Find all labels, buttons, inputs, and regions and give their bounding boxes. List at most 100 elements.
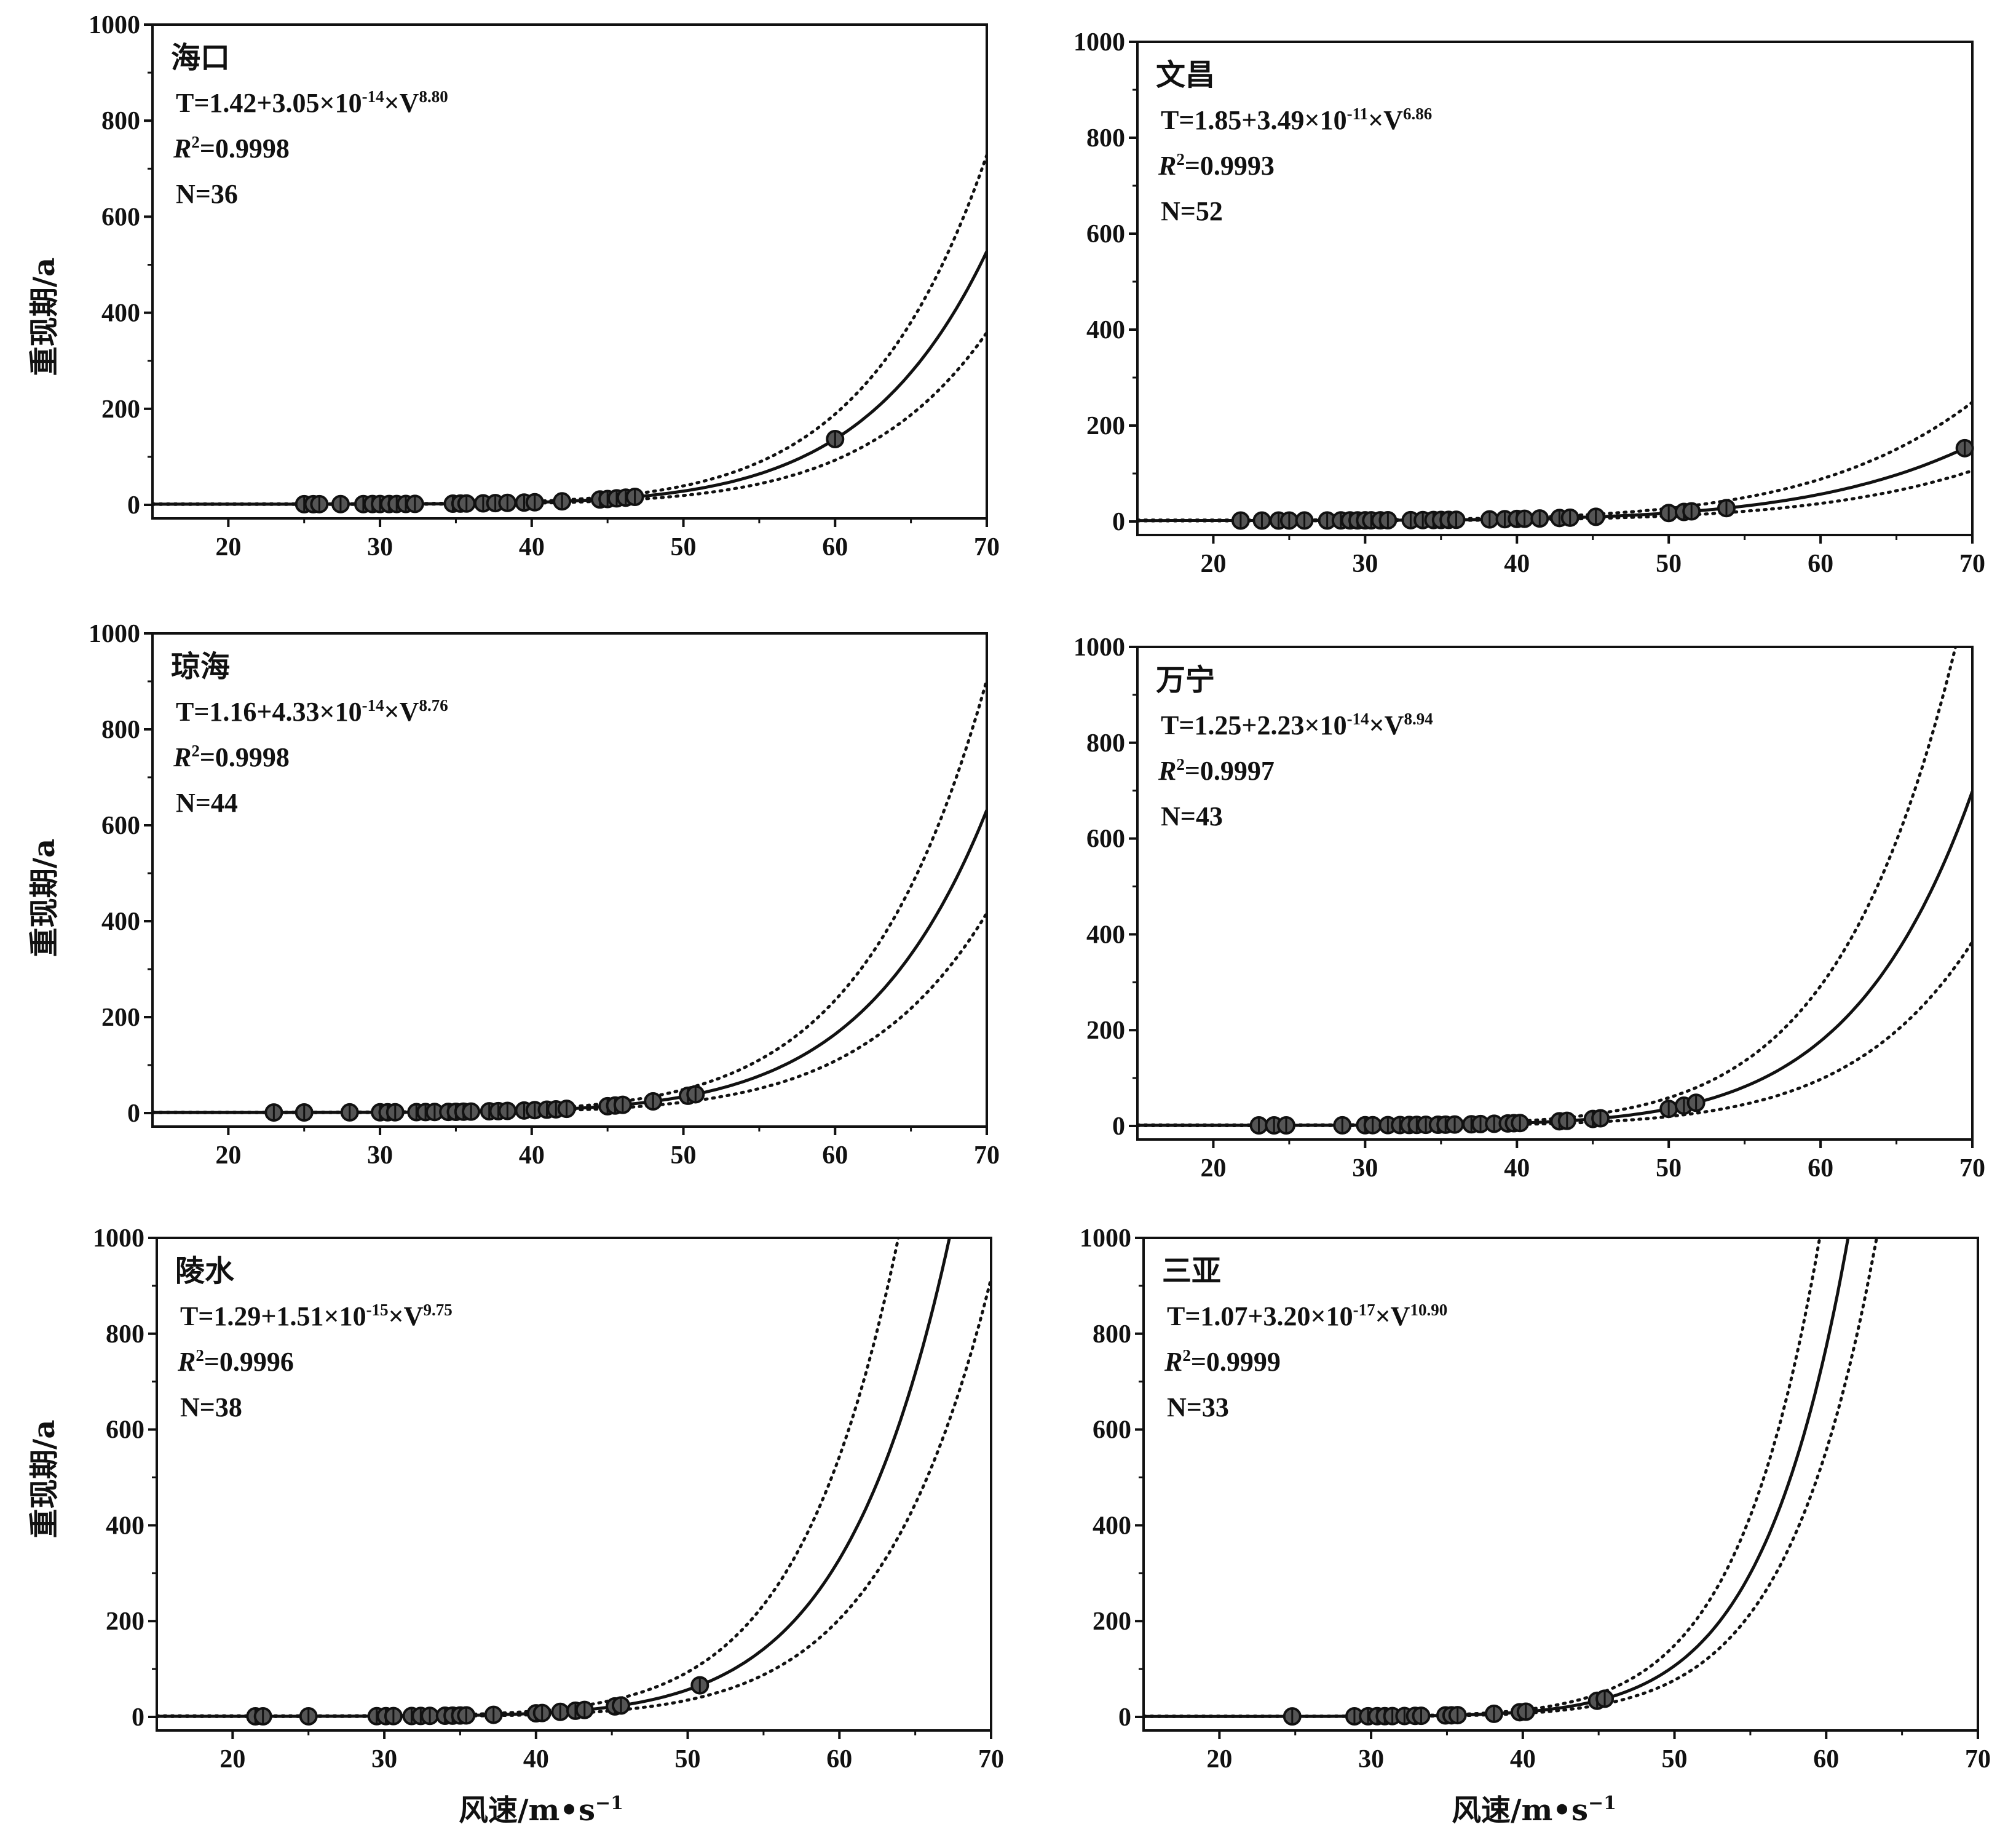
data-point [462,1102,481,1121]
fit-equation: T=1.07+3.20×10-17×V10.90 [1167,1301,1447,1331]
x-tick-label: 30 [1358,1745,1384,1774]
data-point [1363,1116,1382,1135]
y-tick-label: 200 [1093,1607,1131,1636]
plot-frame [151,23,988,520]
sample-count: N=36 [176,179,238,209]
y-tick-label: 400 [1086,921,1125,949]
r-symbol: R [1158,151,1176,181]
data-point [1295,511,1314,530]
r-symbol: R [1164,1347,1182,1377]
r-value: =0.9993 [1185,151,1275,181]
data-point [421,1706,440,1726]
fit-equation: T=1.25+2.23×10-14×V8.94 [1161,710,1433,740]
y-tick-label: 0 [127,1100,140,1128]
r-exponent: 2 [191,742,200,760]
x-tick-label: 70 [1965,1745,1991,1774]
station-name: 三亚 [1162,1254,1221,1288]
data-point [1252,511,1271,530]
fit-curve [152,250,987,506]
data-point [1480,510,1499,529]
equation-part: T=1.25+2.23×10 [1161,710,1347,740]
fit-equation: T=1.29+1.51×10-15×V9.75 [180,1301,453,1331]
fit-curve [1137,443,1972,523]
equation-part: ×V [1368,105,1403,135]
data-point [532,1703,551,1722]
x-tick-label: 60 [826,1745,852,1774]
y-tick-label: 400 [1093,1512,1131,1540]
y-tick-label: 0 [1112,508,1125,536]
fit-curve [157,1238,951,1718]
y-tick-label: 600 [1086,825,1125,854]
upper-confidence-curve [1137,400,1972,522]
data-point [686,1085,705,1104]
upper-confidence-curve [152,153,987,505]
y-tick-label: 0 [1118,1703,1131,1732]
plot-frame [1136,41,1974,536]
equation-part: T=1.85+3.49×10 [1161,105,1347,135]
r-symbol: R [177,1347,196,1377]
equation-part: ×V [1369,710,1404,740]
y-tick-label: 1000 [1073,28,1125,57]
equation-part: ×V [1375,1301,1410,1331]
equation-part: ×V [384,88,419,118]
r-value: =0.9998 [200,133,290,164]
x-tick-label: 70 [978,1745,1004,1774]
equation-part: ×V [389,1301,424,1331]
data-point [644,1092,663,1111]
y-tick-label: 400 [101,908,140,936]
equation-exponent: 8.94 [1404,710,1433,728]
data-point [264,1103,283,1122]
y-tick-label: 600 [1093,1416,1131,1445]
lower-confidence-curve [157,1277,991,1718]
y-tick-label: 1000 [1073,633,1125,662]
equation-part: T=1.29+1.51×10 [180,1301,366,1331]
chart-panel-2: 0 200 400 600 800 1000 20 30 40 50 60 70 文昌 T=1.85+3.… [1073,28,1985,578]
data-point [405,494,424,513]
data-point [1530,509,1549,528]
x-tick-label: 70 [1959,1154,1985,1183]
y-axis-label-row1: 重现期/a [27,258,61,376]
x-tick-label: 30 [1352,550,1378,578]
data-point [1333,1116,1352,1135]
data-point [1659,504,1678,523]
data-point [498,1101,517,1120]
y-tick-label: 800 [1086,729,1125,758]
data-point [384,1706,403,1726]
x-tick-label: 20 [219,1745,245,1774]
x-axis-labels: 风速/m•s−1 风速/m•s−1 [459,1793,1616,1828]
equation-exponent: 8.80 [419,87,448,106]
r-squared-label: R2=0.9997 [1158,755,1275,786]
upper-confidence-curve [157,1238,900,1718]
r-value: =0.9996 [204,1347,294,1377]
data-point [1511,1114,1530,1133]
equation-exponent: 9.75 [423,1301,452,1319]
sample-count: N=52 [1161,196,1223,226]
y-tick-label: 0 [132,1703,144,1732]
equation-exponent: -11 [1347,105,1369,123]
y-tick-label: 800 [101,716,140,744]
x-tick-label: 50 [1656,550,1682,578]
x-tick-label: 50 [1662,1745,1688,1774]
y-tick-label: 1000 [89,11,140,39]
data-point [1283,1707,1302,1726]
data-point [1471,1114,1490,1133]
data-point [1445,1115,1465,1134]
data-point [340,1103,359,1122]
x-tick-label: 40 [519,533,545,561]
fit-equation: T=1.16+4.33×10-14×V8.76 [176,696,448,727]
data-point [1249,1116,1268,1135]
sample-count: N=43 [1161,801,1223,831]
equation-part: T=1.16+4.33×10 [176,697,362,727]
equation-exponent: 6.86 [1403,105,1432,123]
y-tick-label: 1000 [1080,1224,1131,1253]
data-point [1591,1109,1610,1128]
equation-part: T=1.07+3.20×10 [1167,1301,1353,1331]
x-tick-label: 20 [215,1141,241,1170]
x-tick-label: 20 [1200,1154,1226,1183]
y-tick-label: 1000 [89,620,140,648]
data-point [1276,1116,1295,1135]
y-tick-label: 600 [106,1416,144,1445]
data-point [525,493,544,512]
y-axis-label-row2: 重现期/a [27,839,61,957]
